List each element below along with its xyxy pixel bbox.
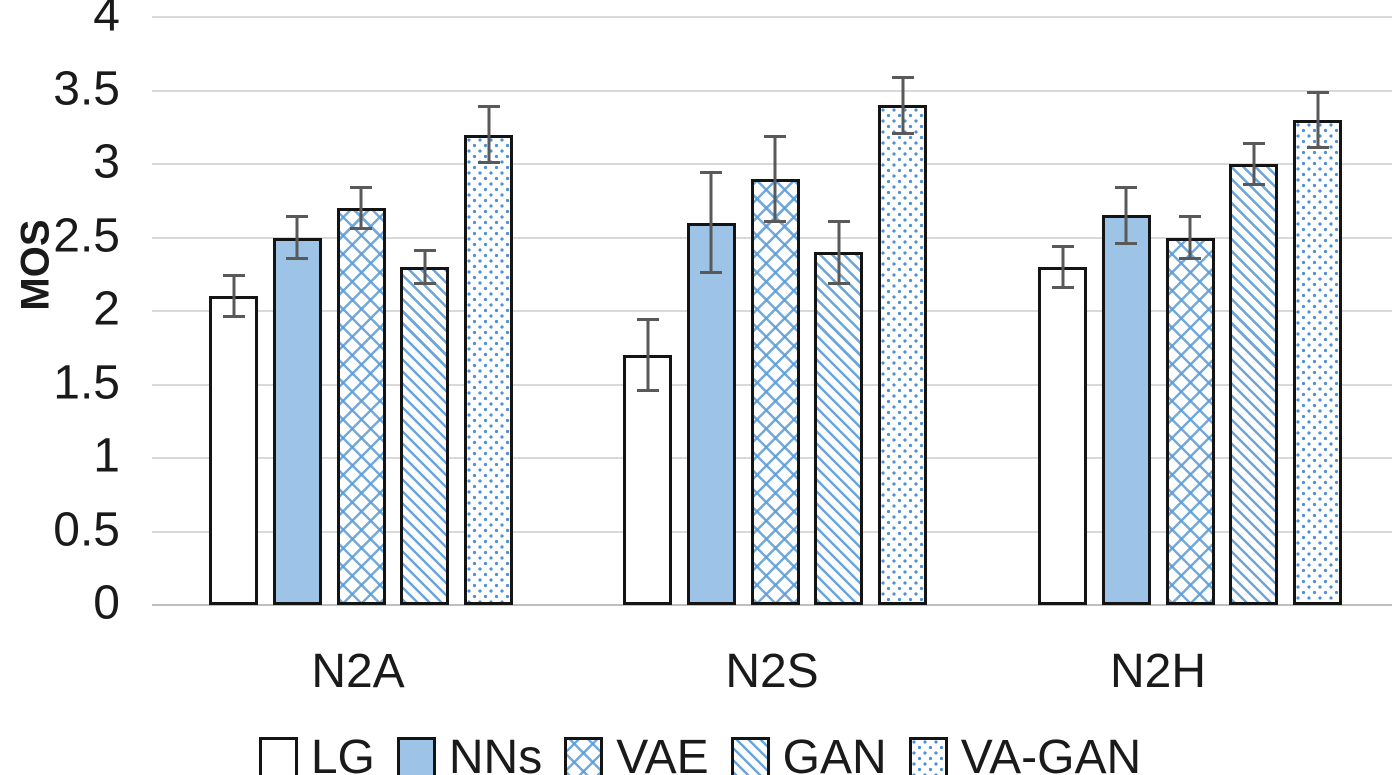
error-bar — [1115, 186, 1138, 245]
y-tick-label: 1.5 — [53, 355, 120, 409]
bar-gan-n2h — [1229, 164, 1279, 605]
legend-swatch-nns — [396, 737, 436, 775]
bar-vae-n2h — [1165, 237, 1215, 605]
bar-vae-n2s — [750, 178, 800, 605]
error-bar — [413, 249, 436, 285]
bar-va-gan-n2a — [464, 134, 513, 605]
error-bar — [222, 274, 245, 319]
bar-vae-n2a — [336, 208, 386, 605]
legend-label: VAE — [616, 731, 709, 775]
bar-va-gan-n2h — [1293, 119, 1342, 605]
y-tick-label: 1 — [93, 429, 120, 483]
y-tick-label: 2.5 — [53, 208, 120, 262]
error-bar — [286, 215, 309, 260]
bar-nns-n2a — [272, 237, 322, 605]
legend-label: NNs — [448, 731, 543, 775]
bar-va-gan-n2s — [878, 105, 927, 605]
error-bar — [636, 318, 659, 392]
bar-gan-n2a — [400, 266, 450, 605]
y-tick-label: 2 — [93, 282, 120, 336]
bar-nns-n2h — [1101, 215, 1151, 605]
error-bar — [891, 75, 914, 135]
error-bar — [477, 105, 500, 164]
bar-lg-n2a — [209, 296, 258, 605]
error-bar — [1306, 90, 1329, 150]
legend-item-lg: LG — [258, 730, 375, 775]
bar-lg-n2h — [1038, 266, 1087, 605]
x-axis-label-n2s: N2S — [725, 645, 819, 698]
error-bar — [1242, 141, 1265, 187]
legend-item-gan: GAN — [730, 730, 887, 775]
error-bar — [350, 186, 372, 231]
legend-swatch-gan — [730, 737, 770, 775]
legend-item-va-gan: VA-GAN — [908, 730, 1142, 775]
legend: LG NNs VAE GAN VA-GAN — [0, 730, 1400, 775]
error-bar — [700, 171, 723, 275]
x-axis-label-n2a: N2A — [311, 645, 405, 698]
y-tick-label: 0.5 — [53, 502, 120, 556]
legend-label: GAN — [782, 731, 887, 775]
y-tick-label: 4 — [93, 0, 120, 42]
x-axis-label-n2h: N2H — [1109, 645, 1207, 698]
legend-item-nns: NNs — [396, 730, 543, 775]
error-bar — [827, 219, 850, 285]
legend-label: LG — [310, 731, 375, 775]
bar-gan-n2s — [814, 252, 864, 605]
gridline — [152, 89, 1392, 92]
legend-label: VA-GAN — [960, 731, 1142, 775]
error-bar — [764, 134, 786, 223]
bar-lg-n2s — [623, 355, 672, 605]
legend-swatch-lg — [258, 737, 298, 775]
legend-swatch-va-gan — [908, 737, 948, 775]
bar-nns-n2s — [686, 222, 736, 605]
gridline — [152, 604, 1392, 606]
error-bar — [1051, 244, 1074, 289]
y-tick-label: 0 — [93, 576, 120, 630]
y-tick-label: 3.5 — [53, 61, 120, 115]
y-tick-label: 3 — [93, 135, 120, 189]
legend-item-vae: VAE — [564, 730, 709, 775]
gridline — [152, 16, 1392, 18]
plot-area — [152, 0, 1392, 606]
legend-swatch-vae — [564, 737, 604, 775]
error-bar — [1179, 215, 1201, 260]
